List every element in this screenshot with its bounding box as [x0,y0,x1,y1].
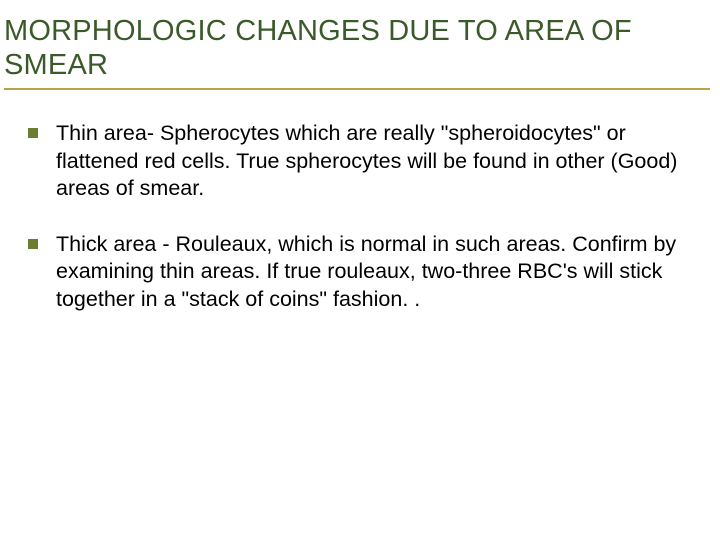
bullet-icon [28,239,38,249]
slide: MORPHOLOGIC CHANGES DUE TO AREA OF SMEAR… [0,0,720,540]
bullet-text: Thin area- Spherocytes which are really … [56,120,682,203]
slide-title: MORPHOLOGIC CHANGES DUE TO AREA OF SMEAR [4,14,706,82]
bullet-text: Thick area - Rouleaux, which is normal i… [56,231,682,314]
slide-content: Thin area- Spherocytes which are really … [28,120,682,341]
title-wrap: MORPHOLOGIC CHANGES DUE TO AREA OF SMEAR [4,14,706,82]
bullet-icon [28,128,38,138]
list-item: Thin area- Spherocytes which are really … [28,120,682,203]
list-item: Thick area - Rouleaux, which is normal i… [28,231,682,314]
title-underline [4,88,710,90]
